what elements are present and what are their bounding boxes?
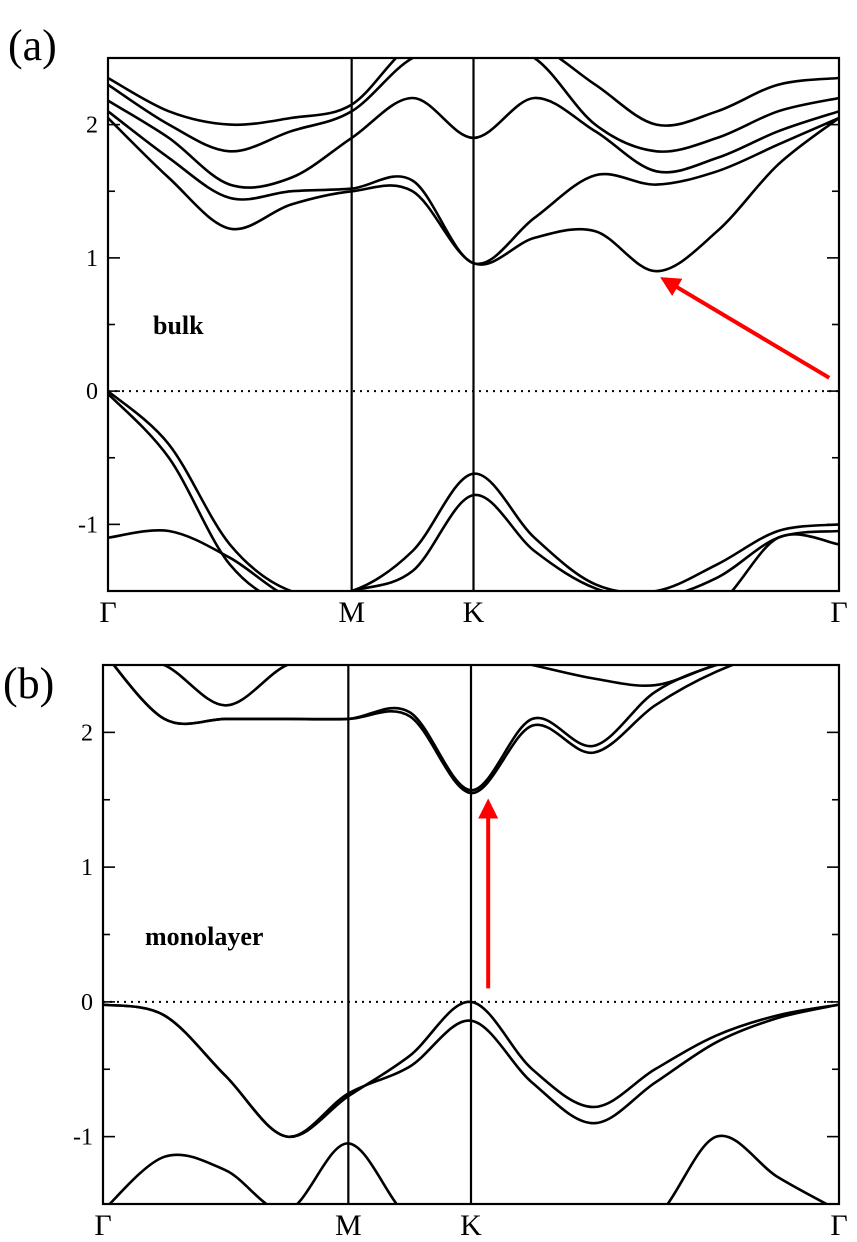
k-point-lines <box>350 58 475 591</box>
y-axis: -1 0 1 2 <box>78 57 839 592</box>
x-tick-label: K <box>463 596 485 629</box>
y-tick-label: 2 <box>81 720 93 746</box>
panel-annotation: bulk <box>153 311 204 340</box>
y-tick-label: 0 <box>86 379 98 405</box>
red-arrow <box>660 277 831 380</box>
panel-annotation: monolayer <box>145 922 263 951</box>
band-line <box>107 1134 830 1204</box>
x-tick-label: Γ <box>94 1209 111 1242</box>
x-tick-label: Γ <box>830 596 847 629</box>
x-tick-label: Γ <box>99 596 116 629</box>
band-line <box>103 1003 839 1138</box>
band-line <box>108 392 839 591</box>
panel-b: (b) -1 0 1 2 Γ M K Γ monolayer <box>3 659 848 1242</box>
y-tick-label: 1 <box>81 855 93 881</box>
band-line <box>108 58 839 153</box>
y-tick-label: 1 <box>86 246 98 272</box>
y-axis: -1 0 1 2 <box>73 664 839 1205</box>
bands <box>108 58 839 591</box>
y-tick-label: 2 <box>86 113 98 139</box>
panel-a: (a) -1 0 1 2 Γ M K Γ bulk <box>8 21 848 629</box>
x-tick-label: M <box>335 1209 362 1242</box>
band-line <box>108 58 839 127</box>
band-line <box>108 528 839 591</box>
y-tick-label: -1 <box>73 1125 93 1151</box>
x-tick-label: K <box>460 1209 482 1242</box>
x-tick-label: M <box>338 596 365 629</box>
panel-label: (b) <box>3 659 54 708</box>
k-point-lines <box>347 665 473 1204</box>
band-line <box>108 389 839 591</box>
panel-label: (a) <box>8 21 57 70</box>
y-tick-label: 0 <box>81 990 93 1016</box>
y-tick-label: -1 <box>78 512 98 538</box>
x-tick-label: Γ <box>830 1209 847 1242</box>
